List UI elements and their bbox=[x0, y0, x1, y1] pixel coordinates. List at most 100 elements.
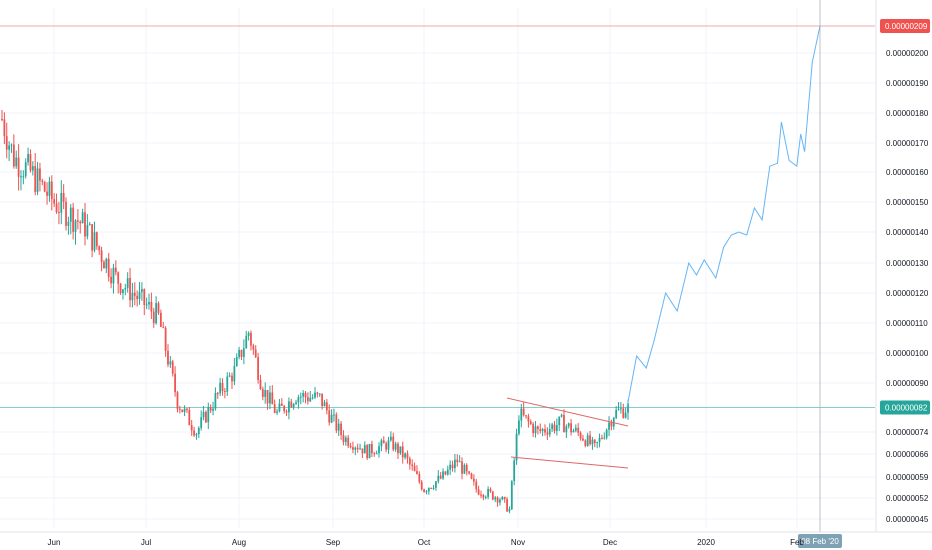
candle-body bbox=[209, 407, 212, 411]
candle-body bbox=[406, 453, 409, 459]
candle-body bbox=[389, 436, 392, 441]
candle-body bbox=[93, 232, 96, 251]
candle-body bbox=[41, 180, 44, 183]
candle-body bbox=[506, 499, 508, 512]
price-tick-label: 0.00000140 bbox=[886, 228, 929, 237]
projection-path[interactable] bbox=[626, 25, 821, 408]
candle-body bbox=[494, 497, 497, 500]
candle-body bbox=[584, 440, 587, 446]
candle-body bbox=[548, 428, 551, 435]
candle-body bbox=[148, 301, 150, 305]
candle-body bbox=[482, 494, 485, 498]
candle-body bbox=[333, 414, 335, 416]
price-tick-label: 0.00000059 bbox=[886, 473, 929, 482]
candle-body bbox=[536, 426, 539, 429]
time-axis[interactable]: Jun Jul Aug Sep Oct Nov Dec 2020 Feb bbox=[0, 531, 932, 547]
candle-body bbox=[454, 459, 456, 469]
candle-body bbox=[551, 424, 554, 429]
candle-body bbox=[245, 335, 248, 349]
candle-body bbox=[325, 402, 328, 411]
candle-body bbox=[318, 393, 321, 395]
candle-body bbox=[539, 428, 542, 432]
candle-body bbox=[385, 443, 388, 450]
candle-body bbox=[157, 303, 160, 313]
candle-body bbox=[20, 176, 22, 178]
candle-body bbox=[480, 494, 482, 496]
candle-body bbox=[349, 445, 352, 448]
candle-body bbox=[563, 414, 565, 433]
time-tick-label: Aug bbox=[232, 538, 246, 547]
candle-body bbox=[81, 212, 84, 224]
candle-body bbox=[62, 192, 65, 202]
candle-body bbox=[344, 437, 347, 443]
candle-body bbox=[601, 437, 603, 439]
candle-body bbox=[76, 220, 79, 222]
price-tick-label: 0.00000180 bbox=[886, 109, 929, 118]
candle-body bbox=[627, 403, 629, 413]
candle-body bbox=[399, 446, 402, 454]
candle-body bbox=[392, 436, 395, 450]
candle-body bbox=[363, 445, 366, 454]
candle-body bbox=[12, 144, 15, 167]
candle-body bbox=[295, 402, 297, 405]
candle-body bbox=[437, 475, 440, 482]
candle-body bbox=[572, 430, 575, 433]
price-axis[interactable]: 0.00000200 0.00000190 0.00000180 0.00000170… bbox=[875, 0, 929, 532]
candle-body bbox=[373, 453, 376, 455]
candle-body bbox=[55, 203, 58, 213]
candle-body bbox=[442, 471, 444, 479]
candle-body bbox=[418, 473, 421, 482]
candle-body bbox=[280, 403, 283, 406]
candle-body bbox=[610, 422, 613, 427]
candle-body bbox=[150, 301, 153, 312]
candle-body bbox=[283, 405, 286, 412]
candle-body bbox=[269, 392, 271, 404]
candle-body bbox=[503, 496, 506, 500]
candle-body bbox=[133, 292, 136, 296]
candle-body bbox=[205, 411, 207, 423]
price-tick-label: 0.00000150 bbox=[886, 198, 929, 207]
wedge-pattern[interactable] bbox=[506, 397, 629, 469]
candle-body bbox=[27, 154, 29, 163]
candle-body bbox=[508, 509, 511, 512]
candle-body bbox=[167, 350, 169, 365]
time-tick-label: Feb bbox=[790, 538, 804, 547]
price-badge bbox=[880, 19, 930, 33]
candle-body bbox=[520, 408, 523, 421]
candle-body bbox=[176, 392, 179, 409]
candle-body bbox=[532, 423, 535, 434]
candle-body bbox=[29, 154, 32, 171]
candle-body bbox=[582, 438, 584, 441]
candle-body bbox=[288, 401, 290, 413]
candle-body bbox=[411, 464, 414, 467]
candle-body bbox=[456, 459, 459, 463]
time-tick-label: Sep bbox=[326, 538, 341, 547]
candle-body bbox=[579, 432, 582, 439]
candle-body bbox=[451, 464, 454, 469]
candle-body bbox=[387, 440, 390, 450]
candle-body bbox=[214, 393, 217, 409]
candle-body bbox=[589, 435, 591, 445]
candle-body bbox=[477, 489, 480, 495]
candle-body bbox=[615, 409, 618, 418]
candle-body bbox=[190, 425, 193, 431]
candle-body bbox=[36, 168, 39, 192]
candle-body bbox=[226, 376, 229, 392]
candle-body bbox=[354, 447, 357, 450]
candle-body bbox=[100, 250, 103, 262]
price-tick-label: 0.00000110 bbox=[886, 319, 928, 328]
candle-body bbox=[200, 417, 203, 428]
candle-body bbox=[468, 471, 471, 474]
candle-body bbox=[624, 412, 627, 418]
candle-body bbox=[58, 212, 60, 214]
candle-body bbox=[221, 382, 224, 392]
candle-body bbox=[321, 393, 324, 407]
candle-body bbox=[439, 475, 442, 479]
candle-body bbox=[34, 166, 37, 192]
candle-body bbox=[124, 287, 127, 290]
price-tick-label: 0.00000052 bbox=[886, 494, 929, 503]
candle-body bbox=[242, 348, 245, 357]
candle-body bbox=[65, 201, 67, 226]
candle-body bbox=[46, 191, 48, 196]
